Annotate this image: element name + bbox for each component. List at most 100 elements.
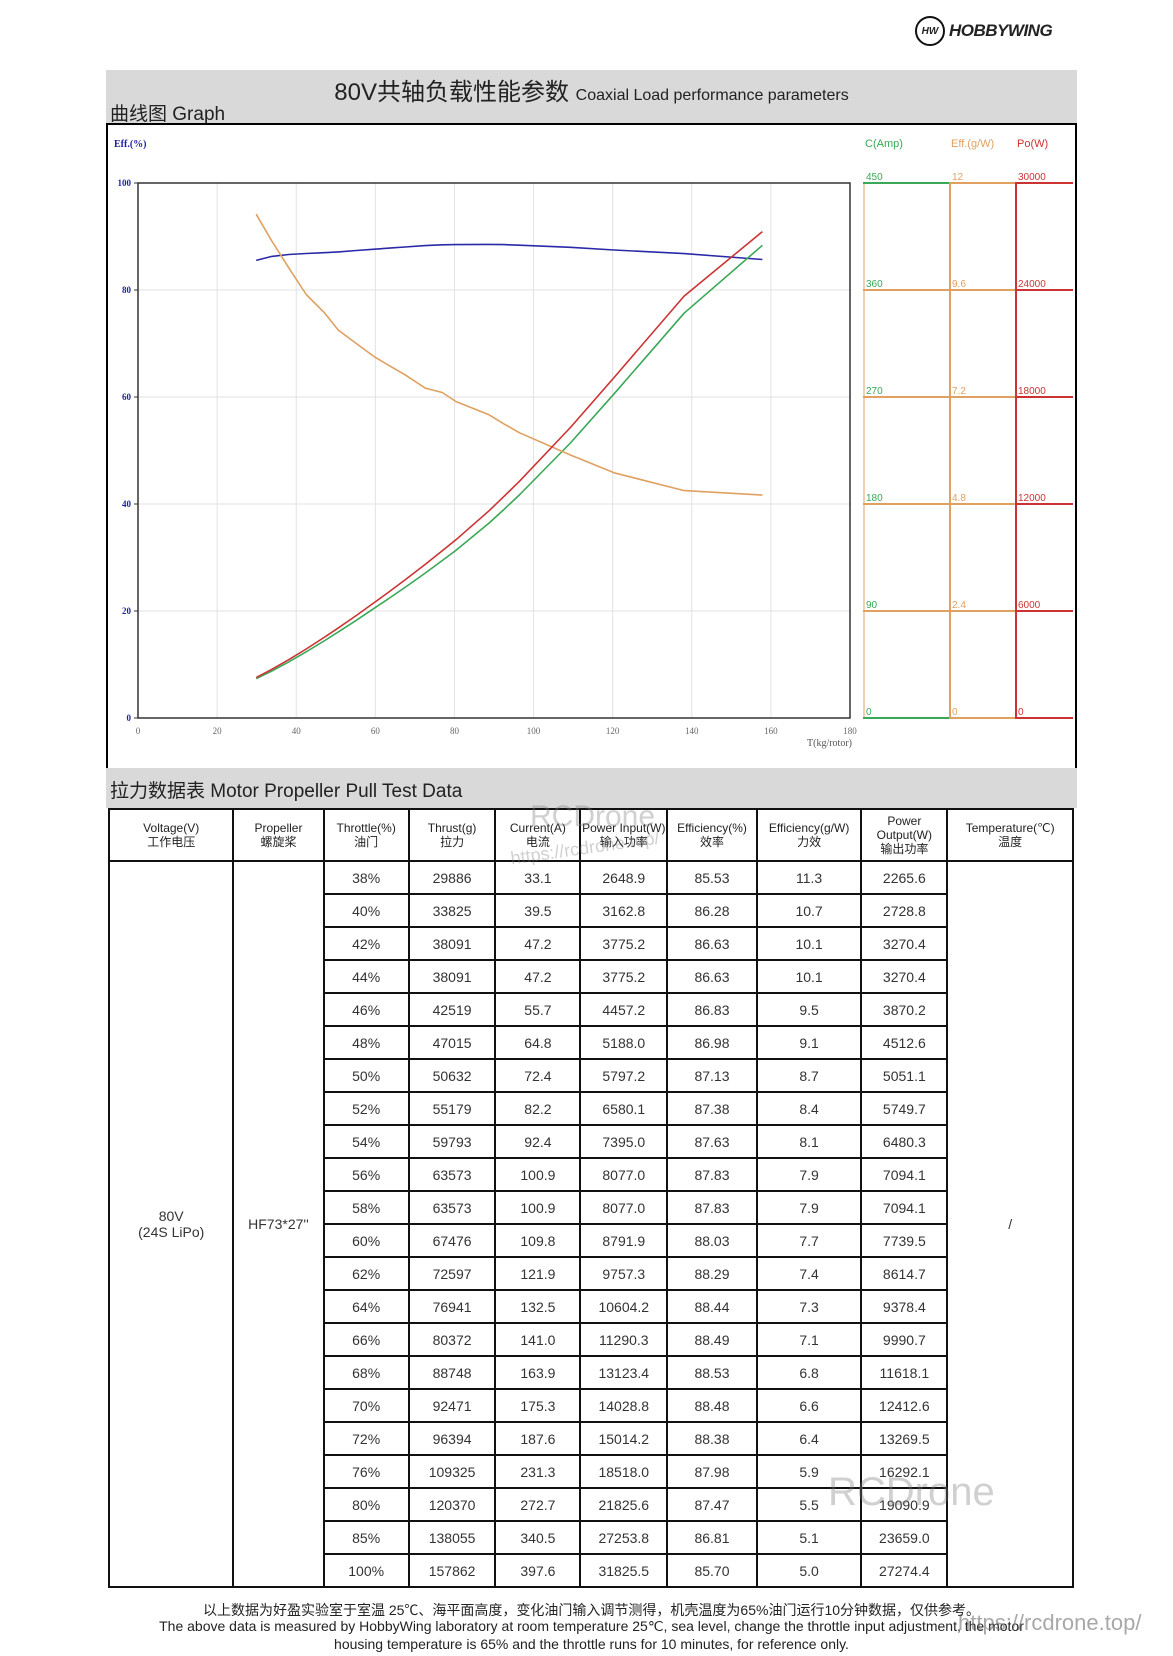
table-cell: 64.8 [494, 1025, 582, 1060]
table-cell: 54% [322, 1124, 410, 1159]
right-axis-label: C(Amp) [865, 138, 903, 150]
x-tick-label: 20 [213, 726, 223, 736]
x-tick-label: 100 [527, 726, 541, 736]
column-header: Thrust(g) 拉力 [407, 808, 497, 862]
table-cell: 109325 [407, 1454, 497, 1489]
table-cell: 86.98 [666, 1025, 758, 1060]
hobbywing-logo-mark: HW [915, 16, 945, 46]
table-cell: 47015 [407, 1025, 497, 1060]
table-cell: 56% [322, 1157, 410, 1192]
table-cell: 87.83 [666, 1190, 758, 1225]
table-cell: 231.3 [494, 1454, 582, 1489]
table-cell: 9.5 [755, 992, 863, 1027]
table-cell: 23659.0 [860, 1520, 949, 1555]
table-cell: 163.9 [494, 1355, 582, 1390]
series-line-effgw [255, 213, 763, 496]
right-axis-tick-label: 0 [866, 707, 872, 718]
temperature-cell: / [946, 860, 1074, 1588]
x-tick-label: 80 [450, 726, 460, 736]
table-cell: 59793 [407, 1124, 497, 1159]
table-cell: 80% [322, 1487, 410, 1522]
x-tick-label: 0 [136, 726, 141, 736]
table-cell: 6580.1 [579, 1091, 669, 1126]
table-cell: 187.6 [494, 1421, 582, 1456]
right-axis-tick-label: 360 [866, 279, 883, 290]
table-cell: 50% [322, 1058, 410, 1093]
propeller-cell: HF73*27'' [232, 860, 325, 1588]
table-row: 52% 55179 82.2 6580.1 87.38 8.4 5749.7 [109, 1091, 1073, 1126]
right-axis-tick-label: 24000 [1018, 279, 1046, 290]
right-axis-tick-label: 270 [866, 386, 883, 397]
column-header: Power Input(W) 输入功率 [579, 808, 669, 862]
table-cell: 10.1 [755, 959, 863, 994]
table-cell: 92.4 [494, 1124, 582, 1159]
table-cell: 38091 [407, 926, 497, 961]
column-header-en: Power Output(W) [876, 814, 932, 842]
table-row: 46% 42519 55.7 4457.2 86.83 9.5 3870.2 [109, 992, 1073, 1027]
table-cell: 138055 [407, 1520, 497, 1555]
right-axis-tick-label: 18000 [1018, 386, 1046, 397]
right-axis-tick-label: 6000 [1018, 600, 1041, 611]
table-row: 44% 38091 47.2 3775.2 86.63 10.1 3270.4 [109, 959, 1073, 994]
table-row: 66% 80372 141.0 11290.3 88.49 7.1 9990.7 [109, 1322, 1073, 1357]
table-cell: 5.0 [755, 1553, 863, 1588]
x-tick-label: 140 [685, 726, 699, 736]
table-cell: 27253.8 [579, 1520, 669, 1555]
table-cell: 72% [322, 1421, 410, 1456]
table-cell: 8077.0 [579, 1190, 669, 1225]
table-title: 拉力数据表 Motor Propeller Pull Test Data [110, 781, 463, 802]
column-header-cn: 输出功率 [880, 842, 929, 856]
table-cell: 5797.2 [579, 1058, 669, 1093]
table-cell: 52% [322, 1091, 410, 1126]
table-row: 40% 33825 39.5 3162.8 86.28 10.7 2728.8 [109, 893, 1073, 928]
table-cell: 86.28 [666, 893, 758, 928]
y-tick-label: 100 [118, 178, 132, 188]
table-cell: 42% [322, 926, 410, 961]
table-cell: 10604.2 [579, 1289, 669, 1324]
table-header-row: Voltage(V) 工作电压 Propeller 螺旋桨 Throttle(%) 油门 T… [107, 808, 1074, 862]
table-row: 80V (24S LiPo) HF73*27'' 38% 29886 33.1 2648.9… [107, 860, 1074, 1588]
left-axis-label: Eff.(%) [114, 139, 147, 150]
table-cell: 272.7 [494, 1487, 582, 1522]
table-cell: 87.83 [666, 1157, 758, 1192]
column-header-cn: 输入功率 [599, 835, 648, 849]
table-cell: 175.3 [494, 1388, 582, 1423]
table-cell: 80372 [407, 1322, 497, 1357]
table-cell: 3775.2 [579, 926, 669, 961]
table-cell: 85.70 [666, 1553, 758, 1588]
table-cell: 87.38 [666, 1091, 758, 1126]
table-cell: 86.81 [666, 1520, 758, 1555]
plot-frame [137, 182, 851, 719]
page-title: 80V共轴负载性能参数 Coaxial Load performance par… [106, 72, 1077, 107]
table-cell: 38091 [407, 959, 497, 994]
table-cell: 68% [322, 1355, 410, 1390]
table-cell: 88.48 [666, 1388, 758, 1423]
table-row: 48% 47015 64.8 5188.0 86.98 9.1 4512.6 [109, 1025, 1073, 1060]
table-cell: 82.2 [494, 1091, 582, 1126]
table-cell: 132.5 [494, 1289, 582, 1324]
table-cell: 5.5 [755, 1487, 863, 1522]
table-cell: 87.63 [666, 1124, 758, 1159]
table-row: 72% 96394 187.6 15014.2 88.38 6.4 13269.5 [109, 1421, 1073, 1456]
table-cell: 7.9 [755, 1157, 863, 1192]
table-cell: 8.7 [755, 1058, 863, 1093]
table-cell: 9757.3 [579, 1256, 669, 1291]
right-axis-tick-label: 180 [866, 493, 883, 504]
table-cell: 9378.4 [860, 1289, 949, 1324]
x-tick-label: 60 [371, 726, 381, 736]
table-cell: 121.9 [494, 1256, 582, 1291]
table-cell: 9.1 [755, 1025, 863, 1060]
table-cell: 15014.2 [579, 1421, 669, 1456]
table-cell: 8614.7 [860, 1256, 949, 1291]
table-cell: 86.63 [666, 926, 758, 961]
performance-chart: 0 20 40 60 80 100 120 140 160 180 0 20 40 60 80 100 Eff.… [106, 123, 1077, 770]
table-cell: 12412.6 [860, 1388, 949, 1423]
column-header-en: Efficiency(g/W) [768, 821, 850, 835]
column-header-cn: 油门 [354, 835, 379, 849]
table-cell: 7739.5 [860, 1223, 949, 1258]
table-cell: 88.53 [666, 1355, 758, 1390]
column-header-cn: 电流 [525, 835, 550, 849]
table-cell: 3270.4 [860, 959, 949, 994]
column-header-cn: 效率 [699, 835, 724, 849]
x-tick-label: 180 [843, 726, 857, 736]
